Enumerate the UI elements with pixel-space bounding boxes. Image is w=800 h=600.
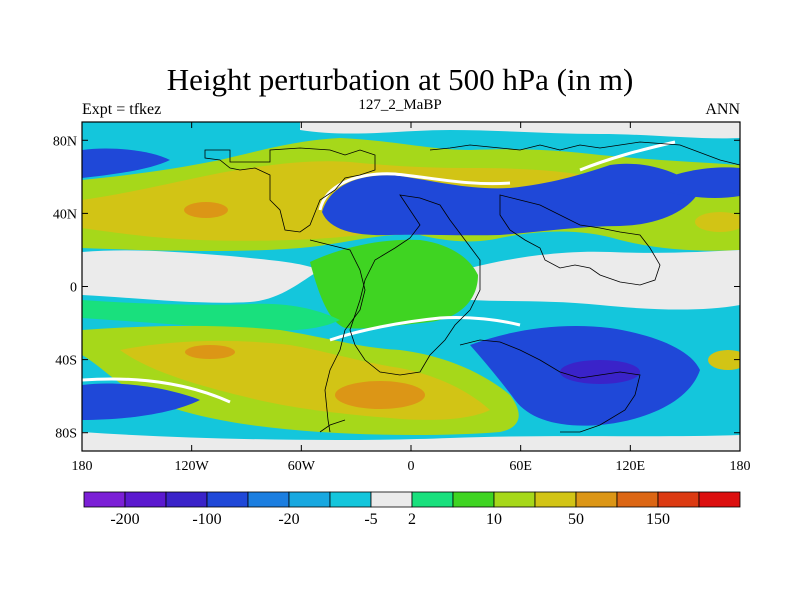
x-tick-label: 180 — [72, 459, 93, 474]
colorbar-label: -200 — [110, 511, 139, 528]
field-sh-orange-blob-2 — [185, 345, 235, 359]
colorbar-swatch — [698, 491, 741, 508]
case-label: 127_2_MaBP — [358, 97, 442, 113]
field-sh-indian-white-edge — [329, 316, 521, 342]
field-equatorial-band — [82, 250, 320, 303]
colorbar-swatch — [452, 491, 495, 508]
field-orange-blob-1 — [184, 202, 228, 218]
colorbar-label: 50 — [568, 511, 584, 528]
field-np-low — [82, 148, 170, 178]
field-antarctic-grey — [82, 432, 740, 451]
y-axis: 80N 40N 0 40S 80S — [53, 134, 740, 442]
colorbar-swatch — [575, 491, 618, 508]
colorbar-swatch — [206, 491, 249, 508]
field-sh-orange-blob — [335, 381, 425, 409]
colorbar-swatch — [329, 491, 372, 508]
y-tick-label: 40N — [53, 207, 77, 222]
y-tick-label: 0 — [70, 281, 77, 296]
field-orange-blob-2 — [695, 212, 740, 232]
field-ne-asia-low — [660, 167, 740, 198]
field-nh-trough-white-edge — [318, 172, 511, 211]
colorbar-swatch — [165, 491, 208, 508]
colorbar-label: 150 — [646, 511, 670, 528]
x-tick-label: 180 — [730, 459, 751, 474]
field-sh-east-orange — [708, 350, 740, 370]
x-tick-label: 0 — [408, 459, 415, 474]
colorbar-swatch — [124, 491, 167, 508]
field-sh-south-pacific-low — [82, 383, 200, 420]
experiment-label: Expt = tfkez — [82, 101, 162, 118]
plot-title: Height perturbation at 500 hPa (in m) — [166, 62, 634, 97]
x-tick-label: 60E — [509, 459, 532, 474]
colorbar-swatch — [411, 491, 454, 508]
colorbar-label: -5 — [364, 511, 377, 528]
field-teal-sw — [82, 300, 340, 331]
field-africa-green — [310, 239, 478, 329]
season-label: ANN — [705, 101, 740, 118]
field-nh-trough-white-edge-2 — [579, 140, 676, 172]
colorbar-label: 10 — [486, 511, 502, 528]
colorbar-swatch — [534, 491, 577, 508]
field-sh-white-edge — [82, 377, 231, 404]
x-tick-label: 120W — [175, 459, 210, 474]
colorbar-swatch — [247, 491, 290, 508]
colorbar-label: -20 — [278, 511, 299, 528]
colorbar: -200 -100 -20 -5 2 10 50 150 — [83, 491, 741, 528]
field-nh-trough — [322, 163, 700, 236]
colorbar-label: -100 — [192, 511, 221, 528]
colorbar-swatch — [657, 491, 700, 508]
y-tick-label: 80N — [53, 134, 77, 149]
field-sh-deep-low — [560, 360, 640, 384]
colorbar-label: 2 — [408, 511, 416, 528]
x-axis: 180 120W 60W 0 60E 120E 180 — [72, 122, 751, 474]
colorbar-swatch — [616, 491, 659, 508]
colorbar-swatch — [288, 491, 331, 508]
y-tick-label: 80S — [55, 427, 77, 442]
y-tick-label: 40S — [55, 354, 77, 369]
height-field — [82, 122, 740, 451]
colorbar-swatch — [370, 491, 413, 508]
colorbar-swatch — [83, 491, 126, 508]
coastlines — [204, 141, 740, 433]
x-tick-label: 60W — [288, 459, 316, 474]
colorbar-swatch — [493, 491, 536, 508]
field-equatorial-band-east — [470, 250, 740, 310]
x-tick-label: 120E — [616, 459, 646, 474]
